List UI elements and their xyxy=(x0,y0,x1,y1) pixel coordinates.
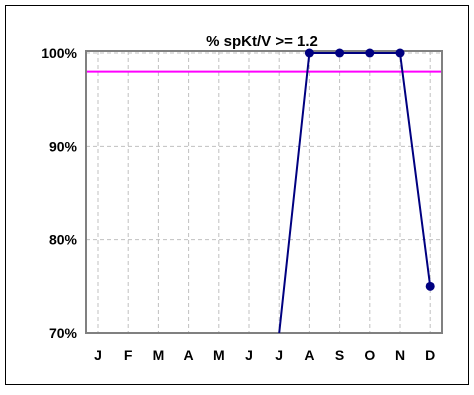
x-tick-label: O xyxy=(364,347,375,363)
x-tick-label: M xyxy=(153,347,165,363)
data-point-marker xyxy=(365,48,375,58)
x-tick-label: M xyxy=(213,347,225,363)
y-tick-label: 90% xyxy=(49,138,78,154)
series-group xyxy=(278,48,435,334)
chart-title: % spKt/V >= 1.2 xyxy=(206,33,318,50)
x-tick-label: J xyxy=(245,347,253,363)
data-point-marker xyxy=(335,48,345,58)
chart-frame xyxy=(5,5,469,385)
data-point-marker xyxy=(395,48,405,58)
data-point-marker xyxy=(425,281,435,291)
x-tick-label: F xyxy=(124,347,133,363)
x-tick-label: D xyxy=(425,347,435,363)
x-tick-label: A xyxy=(184,347,194,363)
y-axis-ticks: 100% 90% 80% 70% xyxy=(41,45,77,341)
x-tick-label: J xyxy=(275,347,283,363)
y-tick-label: 70% xyxy=(49,325,78,341)
x-tick-label: J xyxy=(94,347,102,363)
x-tick-label: N xyxy=(395,347,405,363)
y-tick-label: 80% xyxy=(49,232,78,248)
x-tick-label: A xyxy=(304,347,314,363)
series-line xyxy=(278,52,432,334)
plot-area-border xyxy=(85,50,443,334)
y-tick-label: 100% xyxy=(41,45,77,61)
grid-lines xyxy=(86,51,442,333)
data-point-marker xyxy=(304,48,314,58)
x-tick-label: S xyxy=(335,347,344,363)
